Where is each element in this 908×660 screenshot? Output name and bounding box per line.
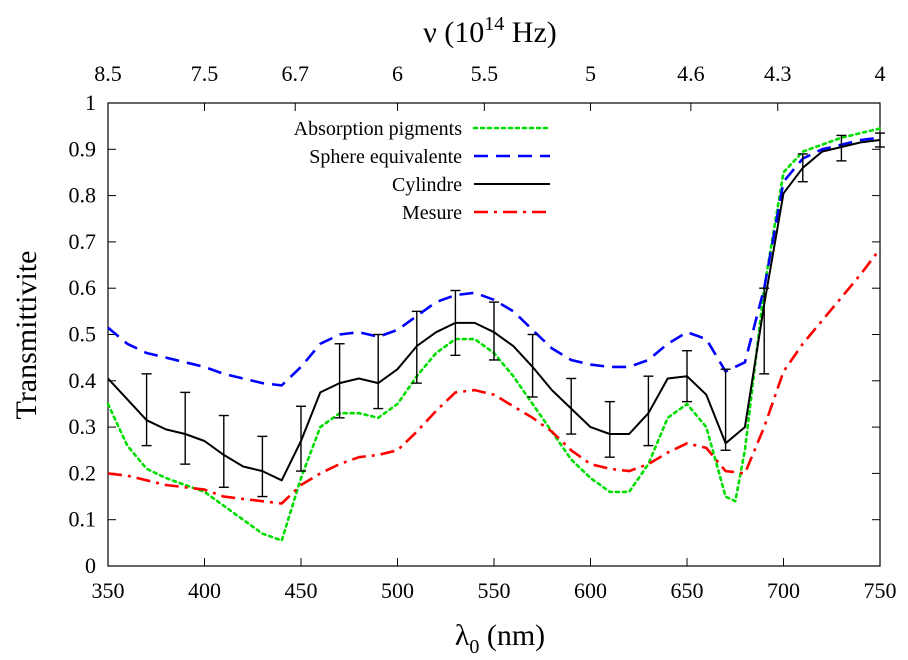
top-axis-label-symbol: ν (10 bbox=[423, 16, 484, 49]
axis-labels: Transmittivite λ0 (nm) ν (1014 Hz) bbox=[10, 13, 557, 658]
legend-label-cylindre: Cylindre bbox=[392, 174, 462, 196]
x-axis-label-subscript: 0 bbox=[469, 636, 479, 658]
top-tick-label-3: 6 bbox=[392, 61, 403, 86]
error-bar-750 bbox=[875, 132, 885, 148]
y-tick-label-5: 0.5 bbox=[69, 322, 97, 347]
top-tick-label-6: 4.6 bbox=[677, 61, 705, 86]
x-tick-label-750: 750 bbox=[864, 578, 897, 603]
error-bar-490 bbox=[373, 333, 384, 410]
error-bar-450 bbox=[296, 405, 306, 472]
error-bar-670 bbox=[720, 368, 731, 451]
top-axis-label-unit: Hz) bbox=[504, 16, 556, 49]
error-bar-730 bbox=[836, 134, 847, 162]
top-axis-label-superscript: 14 bbox=[484, 13, 504, 35]
x-tick-label-350: 350 bbox=[92, 578, 125, 603]
y-tick-label-4: 0.4 bbox=[69, 368, 97, 393]
error-bar-710 bbox=[797, 153, 808, 183]
error-bar-550 bbox=[489, 301, 499, 361]
x-tick-label-450: 450 bbox=[285, 578, 318, 603]
axes: 350 400 450 500 550 600 650 700 750 0 0.1 0.2 0.3 0.4… bbox=[69, 61, 897, 603]
top-tick-label-0: 8.5 bbox=[94, 61, 122, 86]
y-tick-label-10: 1 bbox=[85, 90, 96, 115]
y-tick-label-1: 0.1 bbox=[69, 507, 97, 532]
series-layer bbox=[106, 127, 885, 542]
y-axis-label: Transmittivite bbox=[10, 251, 43, 420]
series-mesure bbox=[107, 248, 882, 505]
top-tick-label-7: 4.3 bbox=[764, 61, 792, 86]
error-bar-590 bbox=[566, 377, 577, 435]
legend-label-absorption-pigments: Absorption pigments bbox=[294, 118, 463, 140]
error-bar-510 bbox=[411, 310, 422, 384]
x-tick-label-600: 600 bbox=[574, 578, 607, 603]
x-axis-label-unit: (nm) bbox=[479, 619, 545, 652]
error-bar-650 bbox=[682, 350, 692, 403]
error-bar-610 bbox=[604, 400, 615, 458]
series-absorption-pigments bbox=[106, 127, 882, 542]
x-tick-label-400: 400 bbox=[188, 578, 221, 603]
error-bar-630 bbox=[643, 375, 654, 447]
x-tick-label-650: 650 bbox=[671, 578, 704, 603]
line-sphere-equivalente bbox=[107, 136, 881, 387]
error-bar-470 bbox=[334, 343, 345, 419]
legend-label-sphere-equivalente: Sphere equivalente bbox=[309, 146, 462, 168]
legend: Absorption pigments Sphere equivalente Cyl… bbox=[294, 118, 552, 224]
error-bar-530 bbox=[450, 289, 461, 357]
error-bar-390 bbox=[180, 391, 191, 465]
top-tick-label-5: 5 bbox=[585, 61, 596, 86]
x-axis-label: λ0 (nm) bbox=[455, 619, 545, 658]
error-bar-570 bbox=[527, 333, 538, 398]
y-tick-label-9: 0.9 bbox=[69, 136, 97, 161]
x-tick-label-500: 500 bbox=[381, 578, 414, 603]
x-tick-label-550: 550 bbox=[478, 578, 511, 603]
y-tick-label-0: 0 bbox=[85, 553, 96, 578]
y-tick-label-3: 0.3 bbox=[69, 414, 97, 439]
y-tick-label-2: 0.2 bbox=[69, 460, 97, 485]
line-absorption-pigments bbox=[106, 127, 882, 542]
line-mesure bbox=[107, 248, 882, 505]
error-bar-410 bbox=[218, 414, 229, 488]
series-cylindre bbox=[107, 132, 885, 498]
y-tick-label-7: 0.7 bbox=[69, 229, 97, 254]
error-bar-370 bbox=[141, 373, 152, 447]
error-bar-430 bbox=[257, 435, 268, 498]
series-sphere-equivalente bbox=[107, 136, 881, 387]
top-tick-label-4: 5.5 bbox=[471, 61, 499, 86]
error-bar-690 bbox=[759, 287, 770, 375]
top-tick-label-2: 6.7 bbox=[281, 61, 309, 86]
top-axis-label: ν (1014 Hz) bbox=[423, 13, 557, 49]
top-tick-label-1: 7.5 bbox=[191, 61, 219, 86]
y-tick-label-6: 0.6 bbox=[69, 275, 97, 300]
y-tick-label-8: 0.8 bbox=[69, 183, 97, 208]
top-tick-label-8: 4 bbox=[875, 61, 886, 86]
x-axis-label-symbol: λ bbox=[455, 619, 470, 652]
x-tick-label-700: 700 bbox=[767, 578, 800, 603]
legend-label-mesure: Mesure bbox=[402, 202, 462, 224]
